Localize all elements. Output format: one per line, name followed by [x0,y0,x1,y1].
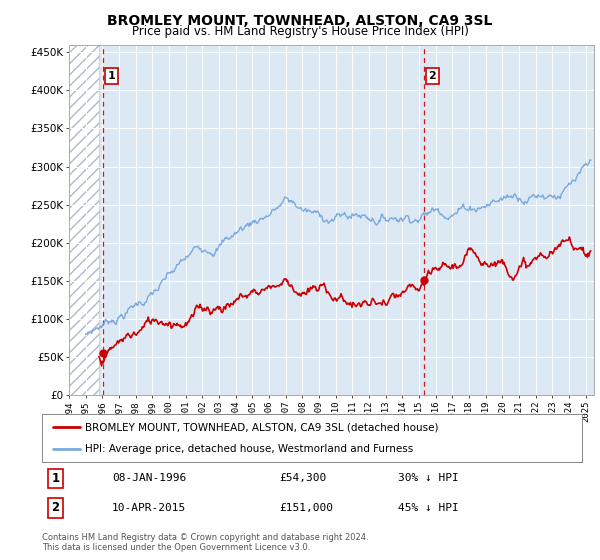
Text: Contains HM Land Registry data © Crown copyright and database right 2024.: Contains HM Land Registry data © Crown c… [42,533,368,542]
Text: This data is licensed under the Open Government Licence v3.0.: This data is licensed under the Open Gov… [42,543,310,552]
Bar [69,45,99,395]
Text: £151,000: £151,000 [280,503,334,513]
Text: 45% ↓ HPI: 45% ↓ HPI [398,503,459,513]
Text: BROMLEY MOUNT, TOWNHEAD, ALSTON, CA9 3SL (detached house): BROMLEY MOUNT, TOWNHEAD, ALSTON, CA9 3SL… [85,422,439,432]
Text: BROMLEY MOUNT, TOWNHEAD, ALSTON, CA9 3SL: BROMLEY MOUNT, TOWNHEAD, ALSTON, CA9 3SL [107,14,493,28]
Text: 08-JAN-1996: 08-JAN-1996 [112,473,187,483]
Text: 1: 1 [108,71,116,81]
Text: 30% ↓ HPI: 30% ↓ HPI [398,473,459,483]
Text: 10-APR-2015: 10-APR-2015 [112,503,187,513]
Text: 2: 2 [428,71,436,81]
Text: 1: 1 [52,472,59,485]
Text: HPI: Average price, detached house, Westmorland and Furness: HPI: Average price, detached house, West… [85,444,413,454]
Text: Price paid vs. HM Land Registry's House Price Index (HPI): Price paid vs. HM Land Registry's House … [131,25,469,38]
Text: £54,300: £54,300 [280,473,327,483]
Text: 2: 2 [52,501,59,514]
